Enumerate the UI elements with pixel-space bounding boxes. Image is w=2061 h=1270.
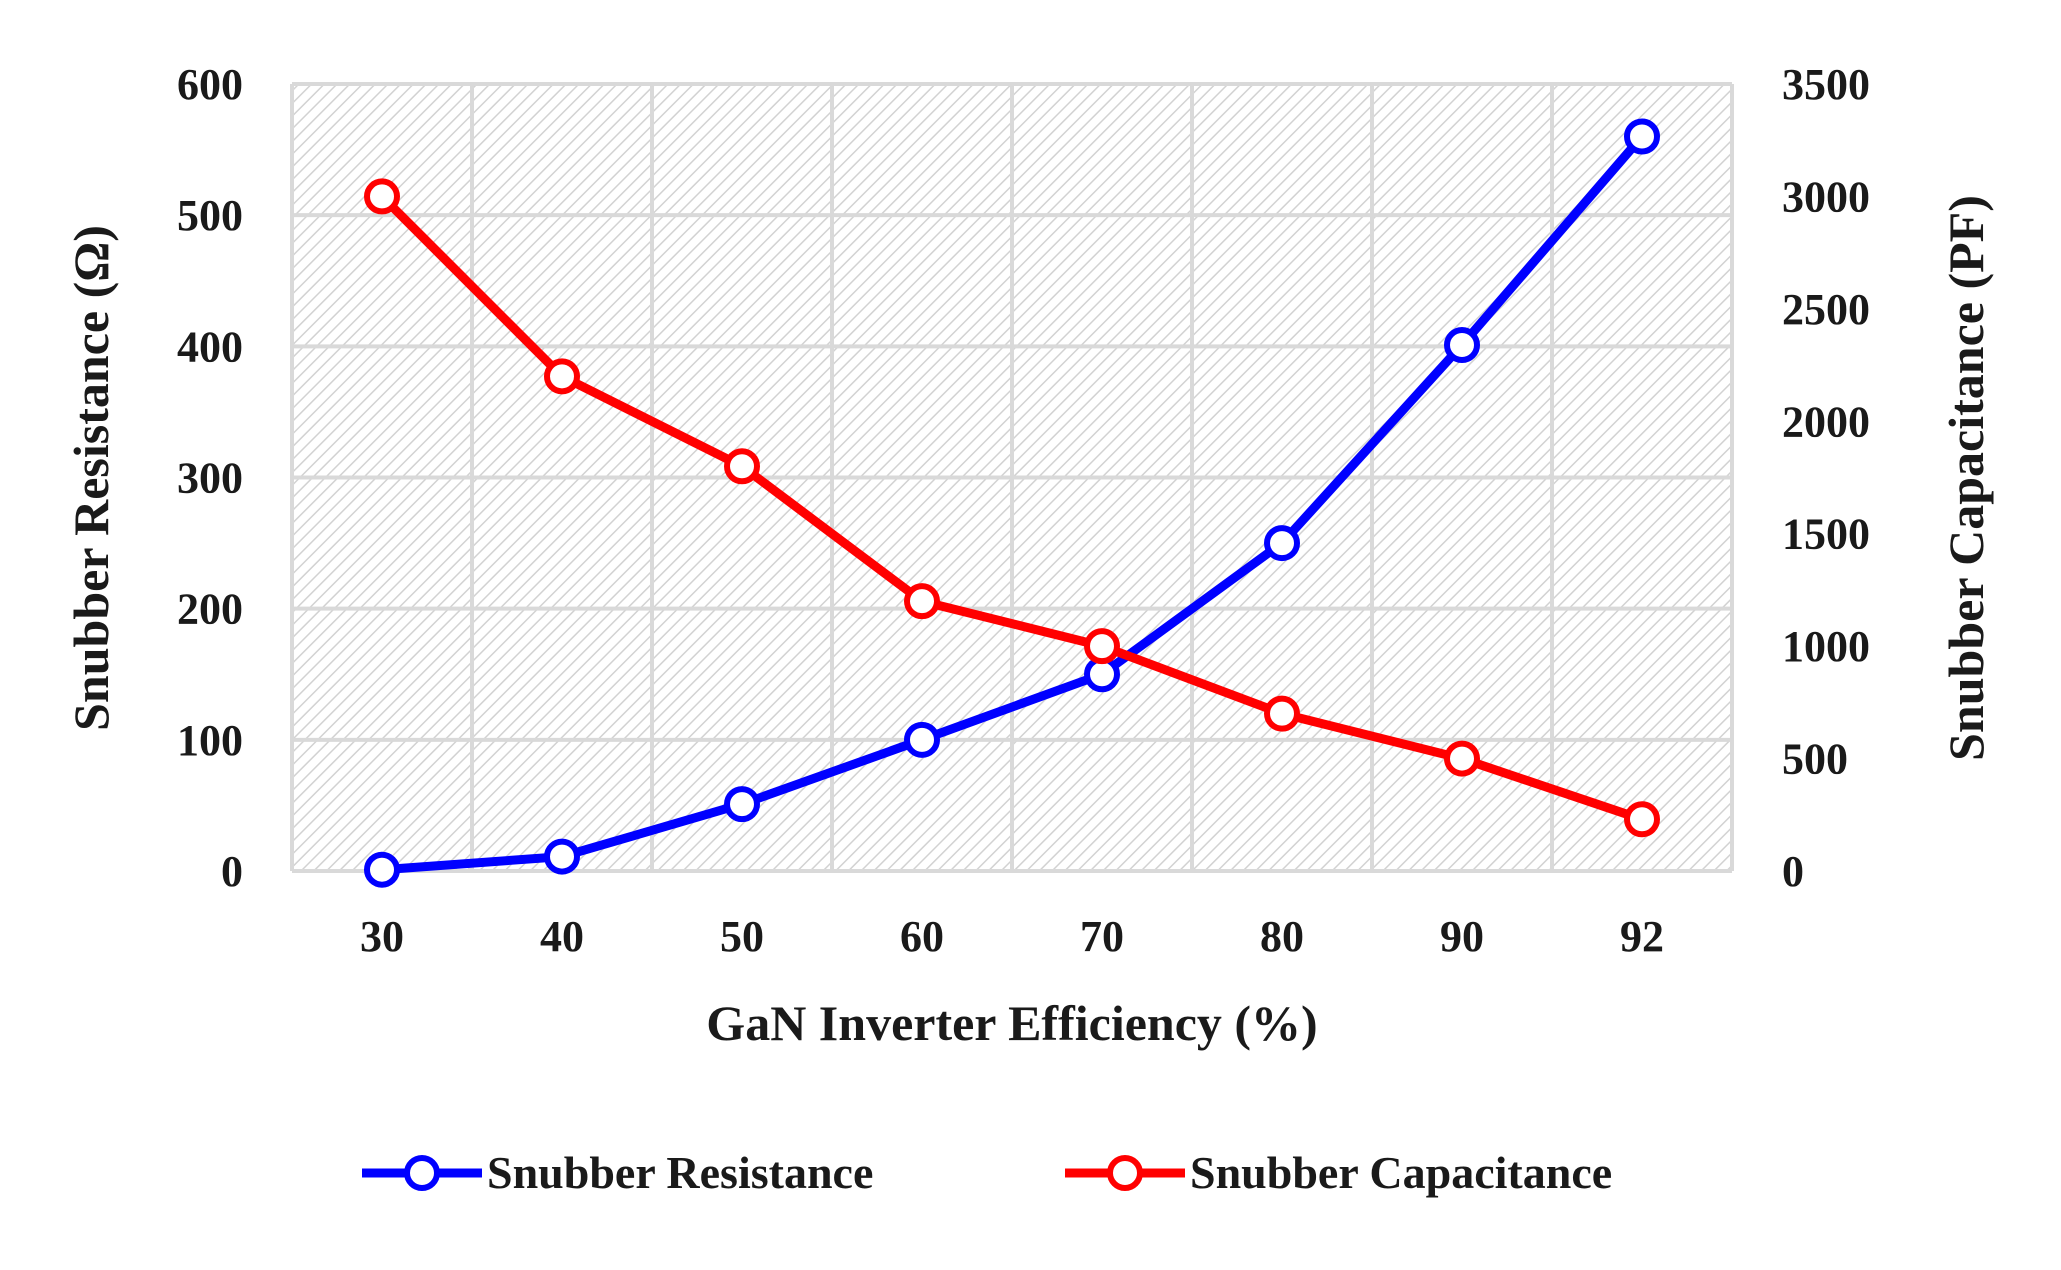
x-tick-label: 90	[1440, 912, 1484, 961]
y-tick-label: 200	[177, 585, 243, 634]
y2-tick-label: 1000	[1782, 622, 1870, 671]
x-tick-label: 92	[1620, 912, 1664, 961]
data-point-snubber-capacitance[interactable]	[904, 583, 940, 620]
series-line-snubber-resistance	[377, 132, 1647, 875]
data-point-snubber-capacitance[interactable]	[364, 178, 400, 215]
data-point-snubber-resistance[interactable]	[544, 838, 580, 875]
data-point-snubber-resistance[interactable]	[364, 851, 400, 888]
data-point-snubber-capacitance[interactable]	[1264, 695, 1300, 732]
data-point-snubber-capacitance[interactable]	[1624, 801, 1660, 838]
y2-tick-label: 500	[1782, 735, 1848, 784]
data-point-snubber-resistance[interactable]	[1264, 525, 1300, 562]
legend-item-resistance[interactable]: Snubber Resistance	[362, 1147, 873, 1198]
y-tick-label: 0	[221, 847, 243, 896]
x-tick-label: 60	[900, 912, 944, 961]
y-tick-label: 500	[177, 191, 243, 240]
legend-label-resistance: Snubber Resistance	[487, 1147, 873, 1198]
y-tick-label: 100	[177, 716, 243, 765]
y2-tick-label: 2500	[1782, 285, 1870, 334]
y2-tick-label: 2000	[1782, 397, 1870, 446]
left-axis-ticks: 0 100 200 300 400 500 600	[177, 60, 243, 896]
data-point-snubber-capacitance[interactable]	[1444, 740, 1480, 777]
y-tick-label: 600	[177, 60, 243, 109]
data-point-snubber-resistance[interactable]	[904, 721, 940, 758]
legend: Snubber Resistance Snubber Capacitance	[362, 1147, 1612, 1198]
y2-axis-title: Snubber Capacitance (PF)	[1938, 195, 1994, 761]
y-tick-label: 300	[177, 454, 243, 503]
y2-tick-label: 1500	[1782, 510, 1870, 559]
legend-label-capacitance: Snubber Capacitance	[1190, 1147, 1612, 1198]
data-point-snubber-capacitance[interactable]	[1084, 628, 1120, 665]
data-point-snubber-resistance[interactable]	[1624, 118, 1660, 155]
data-point-snubber-capacitance[interactable]	[544, 358, 580, 395]
y-axis-title: Snubber Resistance (Ω)	[63, 225, 119, 731]
y2-tick-label: 0	[1782, 847, 1804, 896]
y2-tick-label: 3000	[1782, 172, 1870, 221]
legend-marker-resistance	[404, 1155, 440, 1191]
series-group	[364, 118, 1660, 888]
x-tick-label: 30	[360, 912, 404, 961]
x-tick-label: 40	[540, 912, 584, 961]
x-axis-title: GaN Inverter Efficiency (%)	[706, 995, 1317, 1051]
x-tick-label: 80	[1260, 912, 1304, 961]
y2-tick-label: 3500	[1782, 60, 1870, 109]
legend-item-capacitance[interactable]: Snubber Capacitance	[1065, 1147, 1612, 1198]
data-point-snubber-capacitance[interactable]	[724, 448, 760, 485]
legend-marker-capacitance	[1107, 1155, 1143, 1191]
x-tick-label: 50	[720, 912, 764, 961]
data-point-snubber-resistance[interactable]	[1444, 327, 1480, 364]
y-tick-label: 400	[177, 322, 243, 371]
right-axis-ticks: 0 500 1000 1500 2000 2500 3000 3500	[1782, 60, 1870, 896]
x-axis-ticks: 30 40 50 60 70 80 90 92	[360, 912, 1664, 961]
gridlines	[290, 82, 1734, 873]
series-line-snubber-capacitance	[377, 191, 1647, 824]
data-point-snubber-resistance[interactable]	[724, 786, 760, 823]
x-tick-label: 70	[1080, 912, 1124, 961]
